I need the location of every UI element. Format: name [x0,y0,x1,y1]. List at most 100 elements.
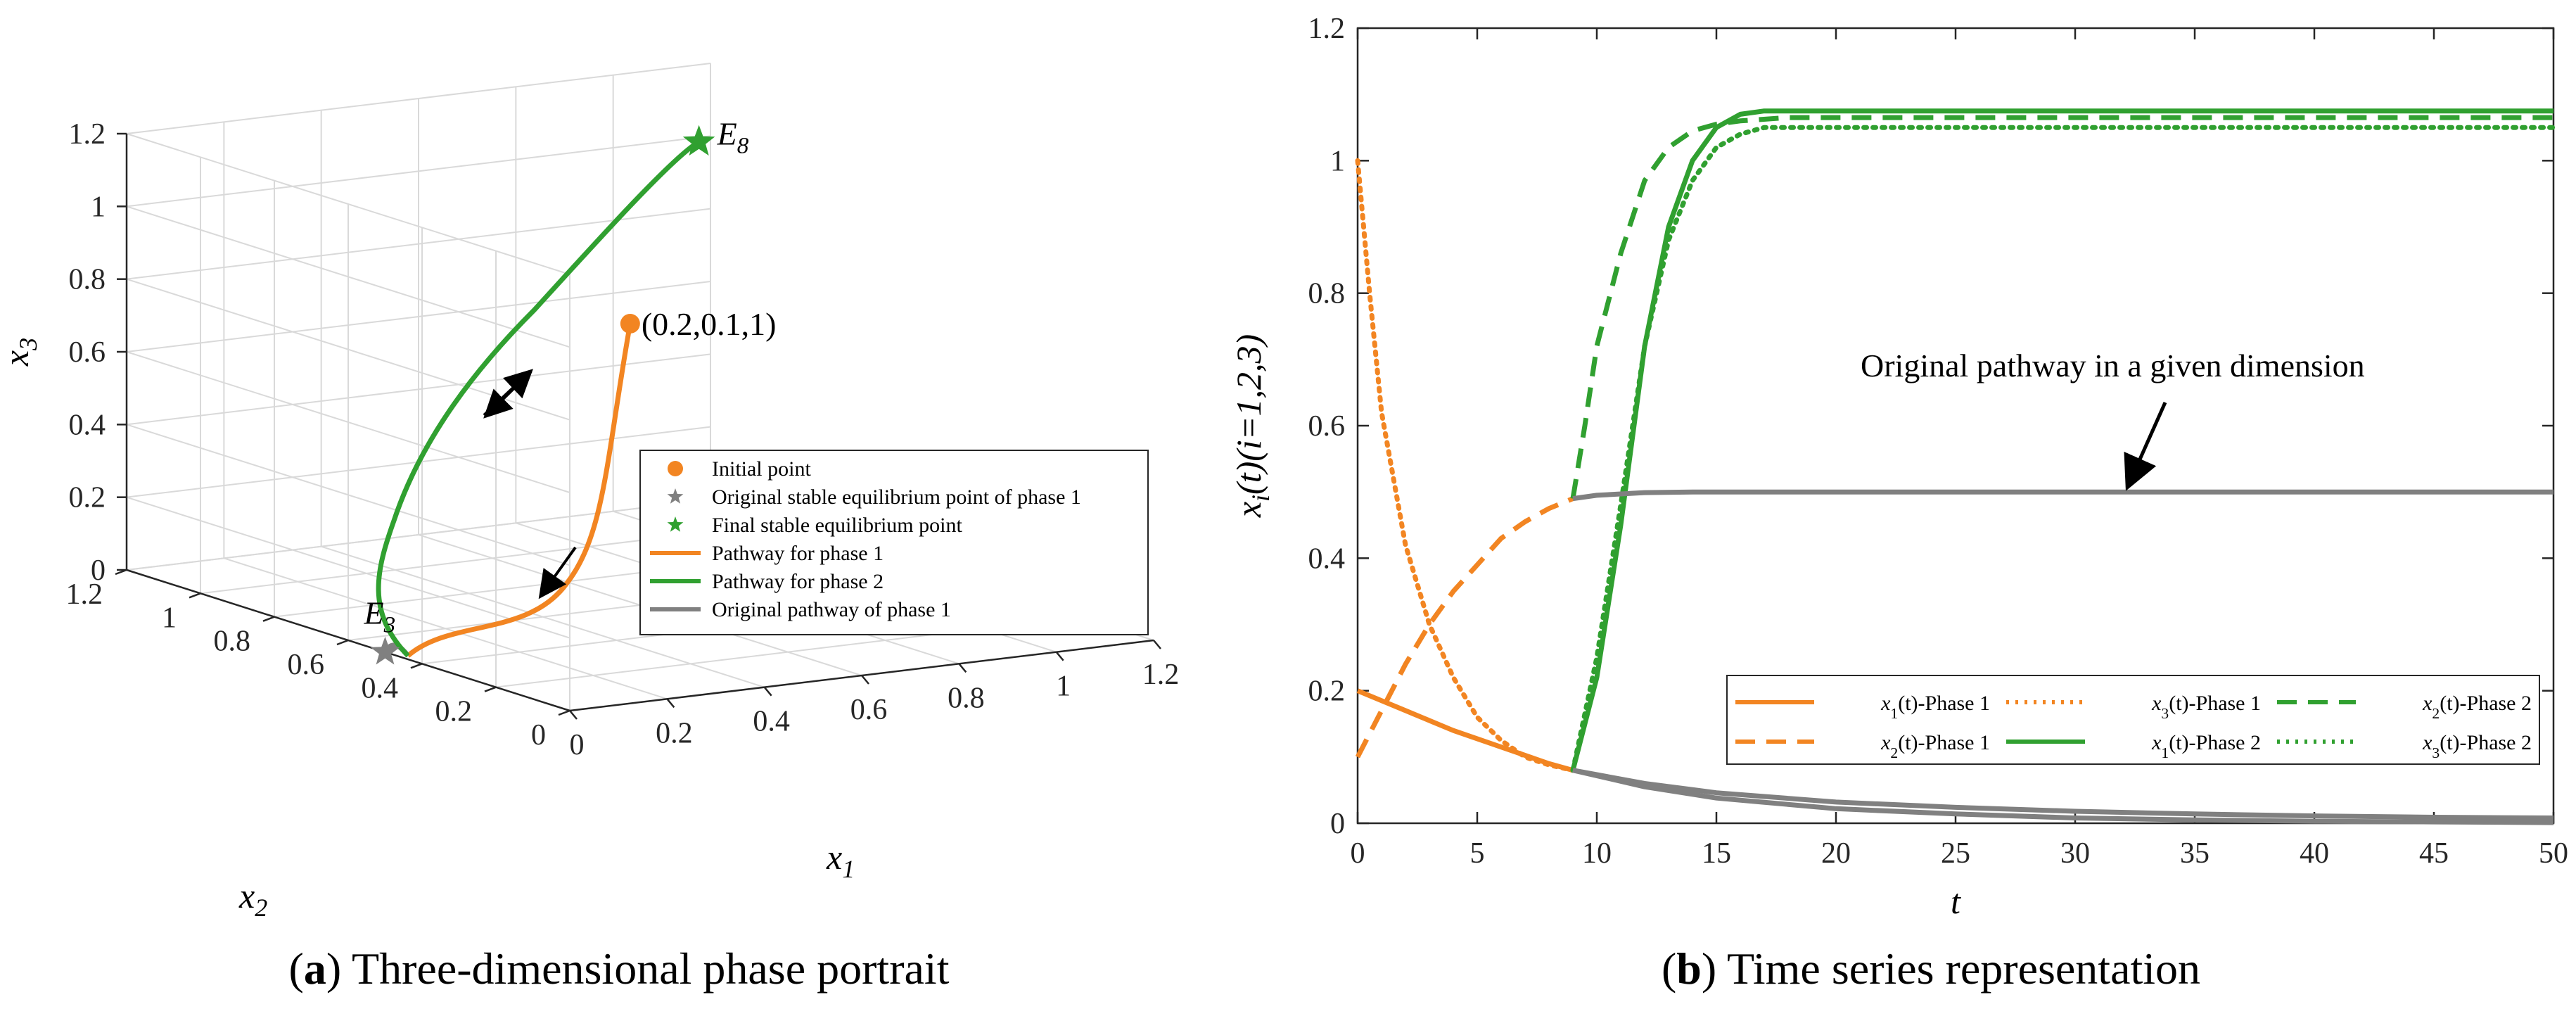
x1-axis-label: x1 [826,837,855,883]
series-line [1355,496,1574,759]
series-line [1572,768,2554,820]
x3-tick-label: 0.8 [69,264,106,296]
y-tick-label: 1.2 [1308,13,1346,45]
x2-tick [262,616,275,622]
x1-tick-label: 0 [570,729,585,761]
series-line [1572,489,2553,502]
x1-tick [1055,651,1064,661]
x1-tick [666,698,675,709]
annotation-arrow [2124,401,2167,491]
grid-wall-z [126,63,711,134]
legend-label: Final stable equilibrium point [712,514,962,537]
x1-tick-label: 0.2 [656,717,693,749]
legend-label: Original pathway of phase 1 [712,598,951,621]
pathway-phase2-curve [376,139,701,658]
series-line [1572,768,2554,825]
initial-point-label: (0.2,0.1,1) [642,306,777,342]
x1-tick [958,663,967,673]
x1-tick-label: 0.6 [850,694,888,726]
x-tick-label: 45 [2419,837,2449,870]
y-tick-label: 0.6 [1308,410,1346,443]
legend-label: x2(t)-Phase 2 [2422,692,2532,722]
x2-tick-label: 0.6 [288,649,325,681]
legend-label: x3(t)-Phase 1 [2151,692,2261,722]
x-tick-label: 25 [1941,837,1970,870]
legend-item: Pathway for phase 1 [650,542,884,565]
x1-tick [763,686,772,697]
x1-tick-label: 0.4 [753,706,790,738]
x-tick-label: 20 [1821,837,1851,870]
x1-tick-label: 1.2 [1142,659,1180,691]
x-tick-label: 35 [2180,837,2210,870]
x2-tick-label: 0.8 [214,626,251,658]
legend-item: x1(t)-Phase 2 [2006,731,2261,761]
x-tick-label: 30 [2060,837,2090,870]
x2-tick-label: 0.4 [362,672,399,704]
y-tick-label: 0.4 [1308,542,1346,575]
legend-item: Final stable equilibrium point [667,514,962,537]
y-tick-label: 1 [1330,145,1345,177]
x3-tick-label: 0.4 [69,409,106,441]
y-tick-label: 0.8 [1308,278,1346,310]
x1-tick [861,675,869,685]
x2-axis-label: x2 [238,876,267,922]
legend-label: x1(t)-Phase 2 [2151,731,2261,761]
panel-a-3d-phase-portrait: 0 0.2 0.4 0.6 0.8 1 1.2 0 0.2 0.4 0.6 0.8 1 1.2 0 0.2 0.… [0,63,1179,922]
legend-box [639,450,1149,635]
x2-tick-label: 0.2 [435,696,473,728]
legend-item: Pathway for phase 2 [650,570,884,593]
x2-tick [484,686,497,692]
x-tick-label: 15 [1702,837,1731,870]
grid-wall-z [126,135,711,208]
x1-tick [1153,640,1161,649]
annotation-text: Original pathway in a given dimension [1861,348,2365,383]
x3-tick-label: 1 [91,191,106,223]
series-line [1570,108,2553,771]
y-tick-label: 0 [1330,808,1345,840]
y-tick-label: 0.2 [1308,675,1346,708]
legend-item: x2(t)-Phase 2 [2277,692,2532,722]
x3-axis-label: x3 [0,338,42,367]
x-axis-label: t [1951,882,1961,921]
grid-side-z [126,133,570,275]
x-tick-label: 5 [1470,837,1485,870]
series-line [1355,158,1576,773]
x-tick-label: 40 [2300,837,2329,870]
caption-a: (a) Three-dimensional phase portrait [289,944,950,994]
x3-tick-label: 0 [91,554,106,587]
panel-b-time-series: 0 5 10 15 20 25 30 35 40 45 50 0 0.2 0.4 0.6 0.8 1 1.2 t xi… [1229,13,2568,921]
x-tick-label: 10 [1582,837,1612,870]
x2-tick-label: 0 [531,719,546,751]
legend-star-marker [667,516,684,532]
legend-item: Initial point [668,457,811,481]
E3-label: E3 [364,595,396,638]
series-line [1570,115,2553,500]
equilibrium-E3-marker [370,636,400,665]
x2-tick [558,709,570,716]
caption-b: (b) Time series representation [1662,944,2200,994]
legend-item: x1(t)-Phase 1 [1735,692,1990,722]
x1-tick-label: 0.8 [948,682,985,714]
legend-item: x2(t)-Phase 1 [1735,731,1990,761]
legend-item: Original pathway of phase 1 [650,598,951,621]
initial-point-marker [620,314,640,334]
legend-label: x2(t)-Phase 1 [1880,731,1990,761]
arrow-icon [483,369,533,417]
legend-label: x1(t)-Phase 1 [1880,692,1990,722]
x3-tick-label: 1.2 [69,118,106,151]
x3-tick-label: 0.2 [69,482,106,514]
x2-tick-label: 1 [162,602,177,634]
x2-tick [336,639,349,646]
series-line [1570,125,2556,773]
E8-label: E8 [717,116,749,159]
legend-item: Original stable equilibrium point of pha… [667,486,1081,509]
arrow-icon [538,546,577,599]
legend-panel-b: x1(t)-Phase 1 x3(t)-Phase 1 x2(t)-Phase 2 x… [1726,675,2540,765]
legend-circle-marker [668,461,683,476]
x3-tick-label: 0.6 [69,336,106,369]
x1-tick [569,710,578,720]
grid-side-z [126,205,570,348]
legend-star-marker [667,488,684,504]
y-axis-label: xi(t)(i=1,2,3) [1229,334,1275,518]
